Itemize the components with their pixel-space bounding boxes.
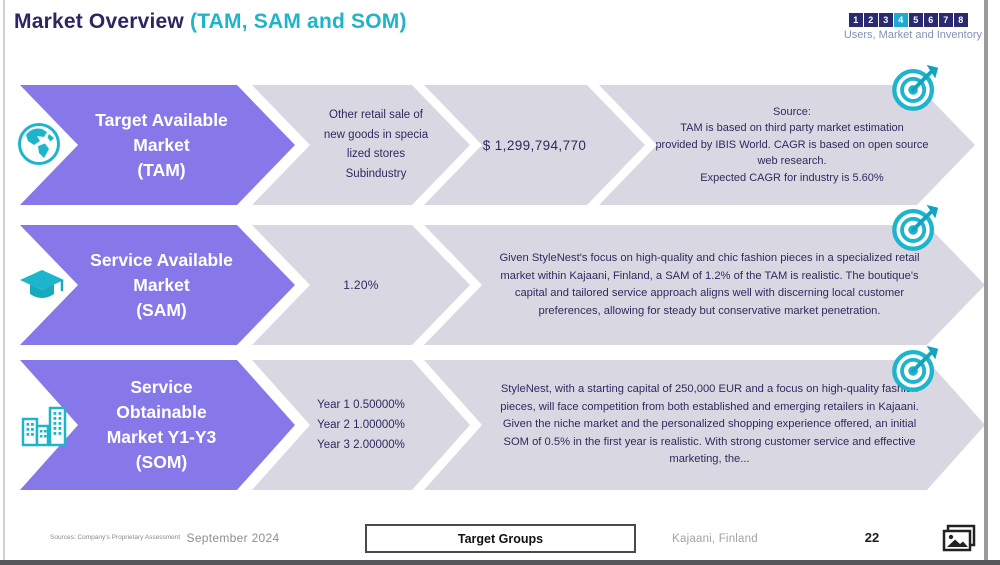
tam-source-text: Source: TAM is based on third party mark… [655,105,929,184]
pager-page-2[interactable]: 2 [864,13,878,27]
footer-date: September 2024 [186,531,280,545]
tam-source-segment: Source: TAM is based on third party mark… [599,85,975,205]
som-description-segment: StyleNest, with a starting capital of 25… [424,360,985,490]
pager-page-1[interactable]: 1 [849,13,863,27]
som-row: Service Obtainable Market Y1-Y3 (SOM) Ye… [0,345,1000,490]
globe-icon [16,121,62,167]
pager-page-7[interactable]: 7 [939,13,953,27]
sam-row: Service Available Market (SAM) 1.20% Giv… [0,204,1000,345]
tam-value: $ 1,299,794,770 [482,137,587,153]
tam-subindustry-text: Other retail sale of new goods in specia… [323,109,429,180]
som-description-text: StyleNest, with a starting capital of 25… [500,383,919,466]
page-title-main: Market Overview [14,10,190,33]
sam-value: 1.20% [343,278,379,292]
target-bullseye-dart-icon [890,342,942,394]
footer-location: Kajaani, Finland [672,533,758,545]
page-title-subtitle: (TAM, SAM and SOM) [189,10,407,33]
pager-page-4-active[interactable]: 4 [894,13,908,27]
pager-caption: Users, Market and Inventory [843,29,982,41]
slide-left-edge [3,0,5,565]
graduation-cap-icon [18,267,66,307]
pager-page-3[interactable]: 3 [879,13,893,27]
sam-description-segment: Given StyleNest's focus on high-quality … [424,225,985,345]
photos-icon[interactable] [941,524,978,555]
tam-row: Target Available Market (TAM) Other reta… [0,64,1000,205]
pager-page-6[interactable]: 6 [924,13,938,27]
tam-label: Target Available Market (TAM) [95,109,228,180]
sam-arrow: Service Available Market (SAM) [20,225,295,345]
window-bottom-edge [0,560,1000,565]
som-label: Service Obtainable Market Y1-Y3 (SOM) [106,377,217,472]
sam-label: Service Available Market (SAM) [90,249,233,320]
target-groups-button[interactable]: Target Groups [365,524,636,553]
som-years-text: Year 1 0.50000% Year 2 1.00000% Year 3 2… [317,399,405,451]
target-bullseye-dart-icon [890,201,942,253]
page-title: Market Overview (TAM, SAM and SOM) [14,10,407,34]
pager-page-8[interactable]: 8 [954,13,968,27]
footer-page-number: 22 [864,530,880,545]
som-arrow: Service Obtainable Market Y1-Y3 (SOM) [20,360,295,490]
pager-page-5[interactable]: 5 [909,13,923,27]
buildings-icon [20,402,68,448]
target-bullseye-dart-icon [890,61,942,113]
footer-sources-note: Sources: Company's Proprietary Assessmen… [50,534,181,541]
sam-description-text: Given StyleNest's focus on high-quality … [499,252,920,317]
section-pager: 1 2 3 4 5 6 7 8 [849,13,968,27]
vertical-scrollbar[interactable] [984,0,988,565]
